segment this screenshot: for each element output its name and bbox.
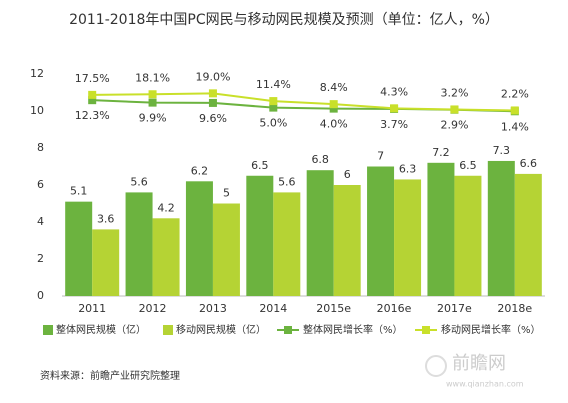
line-marker: [390, 104, 399, 113]
line-value-label: 19.0%: [195, 70, 230, 83]
chart-title: 2011-2018年中国PC网民与移动网民规模及预测（单位：亿人，%）: [69, 12, 499, 28]
bar-value-label: 6.3: [399, 162, 417, 175]
legend-swatch-marker: [422, 326, 430, 334]
bar: [246, 175, 274, 296]
y-tick-label: 4: [37, 215, 44, 228]
bar: [65, 201, 93, 296]
bar: [125, 192, 153, 296]
legend-label: 移动网民增长率（%）: [441, 323, 541, 336]
bar-value-label: 6: [344, 168, 351, 181]
bar-value-label: 5.1: [70, 185, 88, 198]
line-value-label: 2.9%: [440, 119, 468, 132]
line-marker: [269, 97, 278, 106]
line-marker: [208, 98, 217, 107]
line-value-label: 3.2%: [440, 86, 468, 99]
line-marker: [329, 104, 338, 113]
x-tick-label: 2017e: [437, 302, 472, 315]
line-value-label: 3.7%: [380, 118, 408, 131]
bar-value-label: 6.2: [191, 164, 209, 177]
y-tick-label: 0: [37, 289, 44, 302]
line-marker: [269, 103, 278, 112]
line-value-label: 18.1%: [135, 71, 170, 84]
x-tick-label: 2015e: [316, 302, 351, 315]
legend-swatch: [163, 325, 173, 335]
bar-value-label: 7: [377, 150, 384, 163]
line-value-label: 12.3%: [75, 109, 110, 122]
source: 资料来源：前瞻产业研究院整理: [40, 369, 180, 382]
line-value-label: 8.4%: [320, 81, 348, 94]
legend-swatch-marker: [284, 326, 292, 334]
legend-label: 整体网民规模（亿）: [56, 323, 146, 336]
bar-value-label: 3.6: [97, 212, 115, 225]
bar: [152, 218, 180, 296]
watermark-logo: [425, 355, 447, 377]
line-marker: [450, 105, 459, 114]
legend-swatch: [43, 325, 53, 335]
bar-value-label: 6.5: [459, 159, 477, 172]
bar: [367, 166, 395, 296]
bar: [333, 185, 361, 296]
x-tick-label: 2012: [139, 302, 167, 315]
legend-label: 移动网民规模（亿）: [176, 323, 266, 336]
line-value-label: 2.2%: [501, 87, 529, 100]
x-tick-label: 2013: [199, 302, 227, 315]
bar: [454, 175, 482, 296]
watermark-url: www.qianzhan.com: [446, 380, 524, 389]
line-value-label: 1.4%: [501, 120, 529, 133]
line-value-label: 4.0%: [320, 118, 348, 131]
bar-value-label: 6.8: [311, 153, 329, 166]
line-marker: [148, 90, 157, 99]
watermark: 前瞻网: [452, 353, 506, 374]
bar-value-label: 5: [223, 187, 230, 200]
line-value-label: 5.0%: [259, 117, 287, 130]
y-tick-label: 10: [30, 104, 44, 117]
bar: [306, 170, 334, 296]
x-tick-label: 2016e: [377, 302, 412, 315]
bar: [394, 179, 422, 296]
bar: [514, 173, 542, 296]
line-marker: [208, 89, 217, 98]
line-marker: [510, 106, 519, 115]
bar: [92, 229, 120, 296]
bar: [212, 203, 240, 296]
x-tick-label: 2011: [78, 302, 106, 315]
bar-value-label: 4.2: [157, 201, 175, 214]
bar-value-label: 7.3: [493, 144, 511, 157]
x-tick-label: 2018e: [497, 302, 532, 315]
y-tick-label: 12: [30, 67, 44, 80]
y-tick-label: 8: [37, 141, 44, 154]
bar: [487, 160, 515, 296]
line-value-label: 9.6%: [199, 112, 227, 125]
line-value-label: 11.4%: [256, 78, 291, 91]
y-tick-label: 6: [37, 178, 44, 191]
bar-value-label: 6.5: [251, 159, 269, 172]
bar-value-label: 5.6: [278, 175, 296, 188]
bar-value-label: 5.6: [130, 175, 148, 188]
bar-value-label: 6.6: [520, 157, 538, 170]
y-tick-label: 2: [37, 252, 44, 265]
line-value-label: 9.9%: [139, 112, 167, 125]
bar-value-label: 7.2: [432, 146, 450, 159]
bar: [273, 192, 301, 296]
line-marker: [148, 98, 157, 107]
legend-label: 整体网民增长率（%）: [303, 323, 403, 336]
bar: [185, 181, 213, 296]
line-value-label: 17.5%: [75, 72, 110, 85]
line-marker: [329, 100, 338, 109]
line-marker: [88, 90, 97, 99]
line: [92, 92, 515, 112]
line-value-label: 4.3%: [380, 85, 408, 98]
bar: [427, 162, 455, 296]
x-tick-label: 2014: [259, 302, 287, 315]
line-marker: [88, 96, 97, 105]
